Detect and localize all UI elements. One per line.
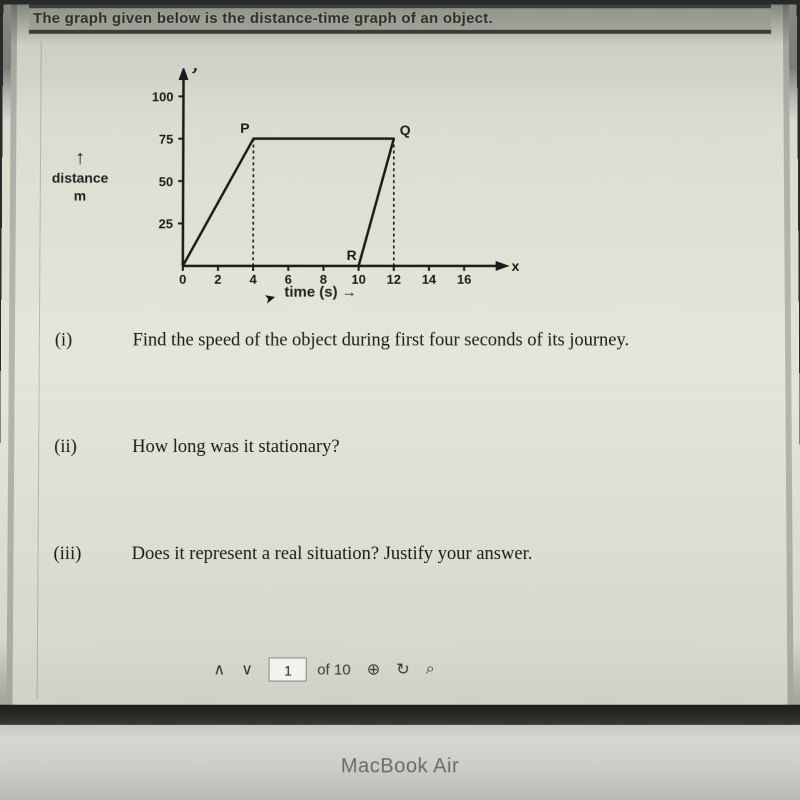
question-number: (ii)	[54, 437, 132, 458]
question-number: (iii)	[53, 544, 131, 565]
pdf-toolbar: ∧ ∨ 1 of 10 ⊕ ↻ ⌕	[213, 652, 504, 686]
svg-text:25: 25	[159, 216, 173, 231]
prev-page-button[interactable]: ∧	[213, 659, 225, 679]
svg-text:P: P	[240, 120, 249, 136]
screen-bezel	[0, 705, 800, 727]
svg-text:50: 50	[159, 174, 173, 189]
zoom-out-icon[interactable]: ⌕	[426, 660, 435, 678]
y-label-1: distance	[52, 170, 109, 186]
svg-text:y: y	[191, 68, 199, 73]
question-row: (iii) Does it represent a real situation…	[53, 544, 746, 565]
svg-text:12: 12	[387, 272, 401, 287]
y-axis-label: ↑ distance m	[52, 145, 109, 205]
page-title: The graph given below is the distance-ti…	[29, 4, 771, 34]
svg-text:14: 14	[422, 272, 437, 287]
svg-text:2: 2	[214, 272, 221, 287]
distance-time-chart: ↑ distance m yx0246810121416255075100PQR…	[125, 68, 524, 286]
laptop-photo: The graph given below is the distance-ti…	[0, 4, 800, 800]
svg-text:75: 75	[159, 132, 173, 147]
up-arrow-icon: ↑	[52, 145, 109, 171]
laptop-model-label: MacBook Air	[0, 755, 800, 778]
svg-text:16: 16	[457, 272, 471, 287]
svg-text:100: 100	[152, 89, 174, 104]
y-label-2: m	[74, 188, 86, 204]
svg-text:R: R	[347, 247, 357, 263]
next-page-button[interactable]: ∨	[241, 659, 253, 679]
chart-svg: yx0246810121416255075100PQR	[125, 68, 524, 305]
x-axis-label: time (s) →	[284, 284, 356, 301]
zoom-in-icon[interactable]: ⊕	[367, 659, 380, 679]
question-text: Does it represent a real situation? Just…	[132, 544, 747, 565]
svg-text:0: 0	[179, 272, 186, 287]
document-viewport: The graph given below is the distance-ti…	[6, 4, 793, 711]
page-count-label: of 10	[317, 661, 351, 678]
svg-text:Q: Q	[400, 122, 411, 138]
question-row: (ii) How long was it stationary?	[54, 437, 746, 458]
question-text: How long was it stationary?	[132, 437, 746, 458]
page-number-input[interactable]: 1	[269, 657, 307, 681]
svg-text:x: x	[512, 258, 520, 274]
question-row: (i) Find the speed of the object during …	[55, 330, 745, 351]
question-list: (i) Find the speed of the object during …	[53, 330, 747, 651]
rotate-icon[interactable]: ↻	[396, 659, 409, 679]
question-number: (i)	[55, 330, 133, 351]
svg-text:4: 4	[249, 272, 257, 287]
question-text: Find the speed of the object during firs…	[133, 330, 746, 351]
